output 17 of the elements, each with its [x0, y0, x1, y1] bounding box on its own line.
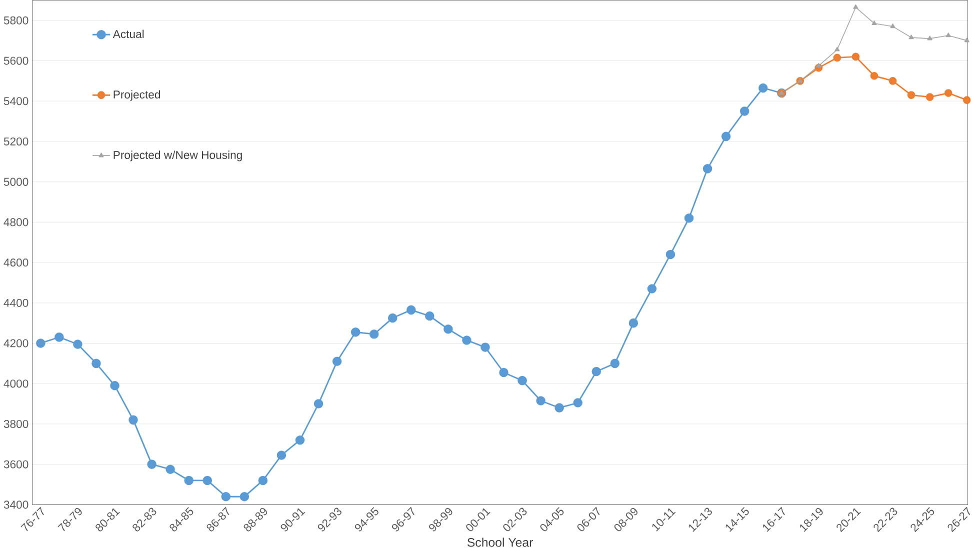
y-tick-label: 5400	[4, 96, 28, 106]
x-axis-title: School Year	[467, 538, 533, 547]
y-tick-label: 5200	[4, 137, 28, 146]
y-tick-label: 4800	[4, 218, 28, 226]
y-tick-label: 4600	[4, 258, 28, 266]
y-tick-label: 4200	[4, 339, 28, 348]
legend-label: Projected w/New Housing	[114, 150, 242, 162]
y-tick-label: 3800	[4, 420, 28, 428]
y-tick-label: 5600	[4, 56, 28, 65]
legend-label: Actual	[112, 30, 144, 38]
y-tick-label: 4400	[4, 298, 28, 307]
y-tick-label: 5000	[4, 178, 28, 186]
legend-label: Projected	[114, 90, 160, 101]
y-tick-label: 3600	[4, 460, 28, 468]
y-tick-label: 4000	[4, 379, 28, 388]
y-tick-label: 3400	[4, 500, 28, 509]
y-tick-label: 5800	[4, 16, 28, 24]
